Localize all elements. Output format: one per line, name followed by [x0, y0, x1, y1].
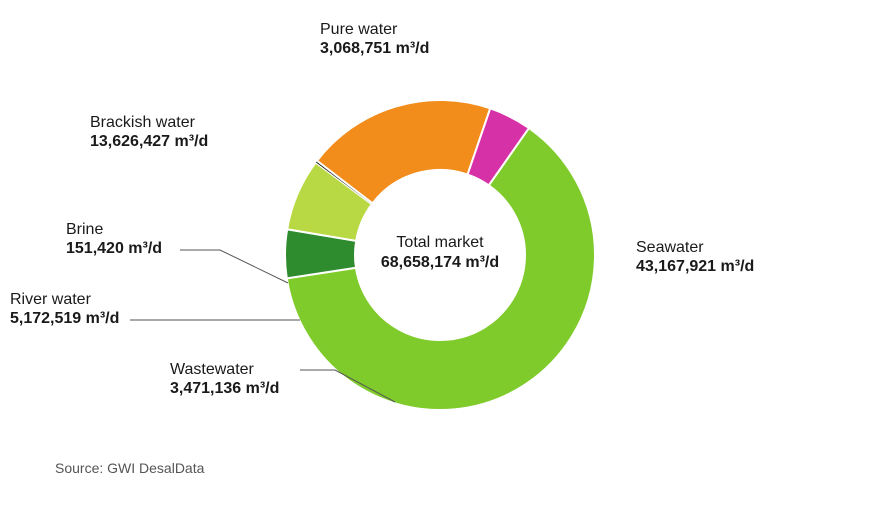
slice-label-pure-water: Pure water 3,068,751 m³/d: [320, 20, 429, 58]
leader-line: [180, 250, 288, 283]
slice-value: 3,068,751 m³/d: [320, 39, 429, 58]
slice-value: 3,471,136 m³/d: [170, 379, 279, 398]
slice-label-brackish-water: Brackish water 13,626,427 m³/d: [90, 113, 208, 151]
slice-value: 5,172,519 m³/d: [10, 309, 119, 328]
slice-value: 13,626,427 m³/d: [90, 132, 208, 151]
slice-label-river-water: River water 5,172,519 m³/d: [10, 290, 119, 328]
slice-label-brine: Brine 151,420 m³/d: [66, 220, 162, 258]
slice-name: Pure water: [320, 20, 429, 39]
slice-label-seawater: Seawater 43,167,921 m³/d: [636, 238, 754, 276]
slice-value: 43,167,921 m³/d: [636, 257, 754, 276]
slice-name: Brackish water: [90, 113, 208, 132]
slice-value: 151,420 m³/d: [66, 239, 162, 258]
slice-name: Wastewater: [170, 360, 279, 379]
slice-name: Brine: [66, 220, 162, 239]
donut-chart-container: Total market 68,658,174 m³/d Seawater 43…: [0, 0, 887, 506]
slice-label-wastewater: Wastewater 3,471,136 m³/d: [170, 360, 279, 398]
chart-center-label: Total market 68,658,174 m³/d: [350, 233, 530, 273]
chart-source: Source: GWI DesalData: [55, 460, 204, 476]
slice-name: River water: [10, 290, 119, 309]
slice-name: Seawater: [636, 238, 754, 257]
center-value: 68,658,174 m³/d: [350, 253, 530, 273]
center-title: Total market: [350, 233, 530, 253]
